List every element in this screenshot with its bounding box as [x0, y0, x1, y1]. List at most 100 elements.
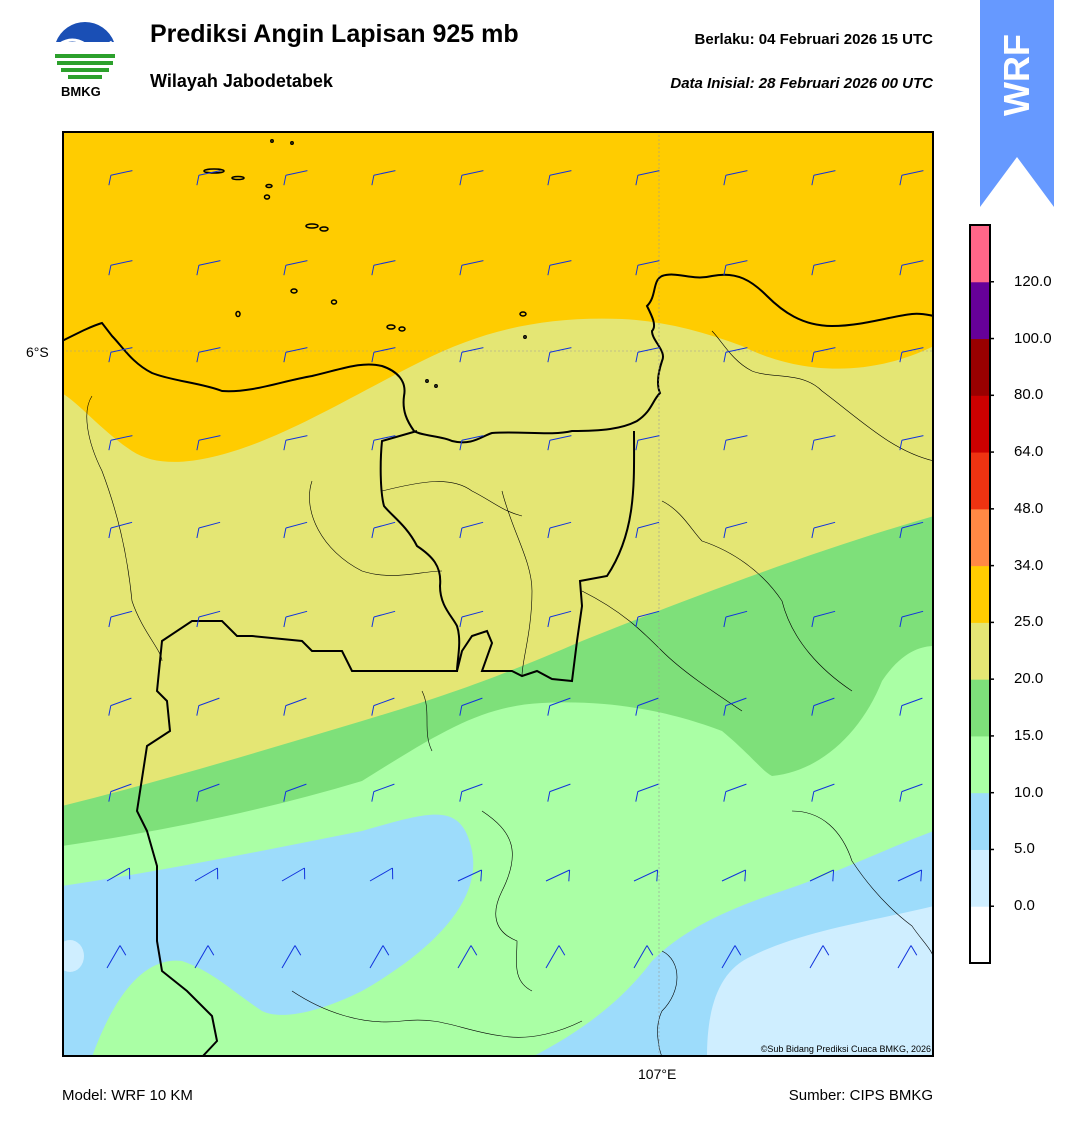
colorbar-segment: [970, 338, 990, 396]
wind-barb: [809, 945, 830, 969]
wind-barb: [547, 347, 572, 363]
wind-barb: [108, 697, 132, 716]
wind-barb: [108, 783, 132, 802]
colorbar-tick-label: 15.0: [1014, 726, 1044, 744]
wind-barb: [811, 521, 836, 539]
wind-barb: [459, 435, 484, 451]
colorbar-segment: [970, 452, 990, 510]
wind-barb: [371, 610, 396, 628]
bmkg-logo: [54, 21, 116, 84]
islands: [203, 139, 527, 388]
wind-barb: [283, 435, 308, 451]
wind-barb: [106, 867, 131, 882]
wind-barb: [194, 945, 215, 969]
colorbar-tick-label: 25.0: [1014, 613, 1044, 631]
wind-barb: [459, 260, 484, 276]
wind-barb: [545, 869, 571, 882]
wind-barb: [369, 867, 394, 882]
wind-barb: [196, 435, 221, 451]
wind-barb: [635, 260, 660, 276]
wind-barb: [459, 783, 483, 802]
coastline: [62, 273, 934, 444]
colorbar-segment: [970, 906, 990, 964]
wind-barb: [283, 783, 307, 802]
wind-barb: [371, 521, 396, 539]
colorbar-segment: [970, 395, 990, 453]
wind-barb: [457, 945, 478, 969]
wind-barb: [196, 347, 221, 363]
wind-barb: [899, 347, 924, 363]
wind-barb: [371, 783, 395, 802]
wind-barb: [196, 697, 220, 716]
colorbar-segment: [970, 281, 990, 340]
wrf-badge-text: WRF: [996, 34, 1037, 116]
wind-barb: [281, 945, 302, 969]
wind-barb: [457, 869, 483, 882]
wind-barb: [283, 610, 308, 628]
map-subtitle: Wilayah Jabodetabek: [150, 71, 333, 91]
wind-barb: [635, 610, 660, 628]
fill-0-5: [707, 906, 934, 1057]
wind-barb: [899, 610, 924, 628]
wind-barb: [547, 697, 571, 716]
wind-barb: [897, 945, 918, 969]
longitude-label: 107°E: [638, 1066, 677, 1082]
wind-barb: [283, 170, 308, 186]
fill-25-34: [62, 131, 934, 462]
colorbar-segment: [970, 792, 990, 850]
wind-barb: [899, 783, 923, 802]
wind-barb: [283, 347, 308, 363]
wind-barb: [196, 170, 221, 186]
regency-borders: [86, 330, 934, 1057]
wind-barb: [547, 610, 572, 628]
wind-barb: [633, 945, 654, 969]
colorbar-tick-label: 0.0: [1014, 897, 1035, 915]
colorbar-tick-label: 34.0: [1014, 556, 1044, 574]
wind-barb: [723, 347, 748, 363]
colorbar-segment: [970, 735, 990, 794]
wind-barb: [899, 170, 924, 186]
wind-barb: [635, 783, 659, 802]
wind-barb: [108, 435, 133, 451]
wind-barb: [811, 170, 836, 186]
wind-barb: [459, 521, 484, 539]
wind-barb: [196, 521, 221, 539]
wind-barb: [108, 260, 133, 276]
wind-barb: [459, 347, 484, 363]
wind-barb: [723, 697, 747, 716]
colorbar-tick-label: 5.0: [1014, 840, 1035, 858]
wind-barb: [106, 945, 127, 969]
wind-barb: [547, 435, 572, 451]
colorbar-segment: [970, 225, 990, 283]
init-time: Data Inisial: 28 Februari 2026 00 UTC: [670, 75, 933, 92]
wind-barb: [723, 610, 748, 628]
wind-barb: [809, 869, 835, 882]
wind-barb: [194, 867, 219, 882]
wind-barb: [369, 945, 390, 969]
wind-barb: [547, 521, 572, 539]
wind-barb: [371, 170, 396, 186]
province-border: [135, 430, 636, 1057]
valid-time: Berlaku: 04 Februari 2026 15 UTC: [694, 31, 933, 48]
wind-barb: [723, 783, 747, 802]
wind-barb: [723, 435, 748, 451]
source-info: Sumber: CIPS BMKG: [788, 1087, 933, 1104]
wind-barb: [721, 869, 747, 882]
colorbar-segment: [970, 679, 990, 737]
wind-barb: [635, 170, 660, 186]
wind-barb: [459, 170, 484, 186]
wind-barb: [371, 697, 395, 716]
map-title: Prediksi Angin Lapisan 925 mb: [150, 20, 519, 48]
copyright: ©Sub Bidang Prediksi Cuaca BMKG, 2026: [760, 1044, 931, 1054]
wind-barb: [196, 610, 221, 628]
colorbar-tick-label: 80.0: [1014, 386, 1044, 404]
latitude-label: 6°S: [26, 344, 49, 360]
wind-barb: [547, 260, 572, 276]
wind-barb: [723, 521, 748, 539]
wind-barb: [899, 697, 923, 716]
wind-barb: [811, 347, 836, 363]
wind-barb: [281, 867, 306, 882]
wind-barb: [635, 521, 660, 539]
wind-barb: [545, 945, 566, 969]
wind-barb: [371, 435, 396, 451]
